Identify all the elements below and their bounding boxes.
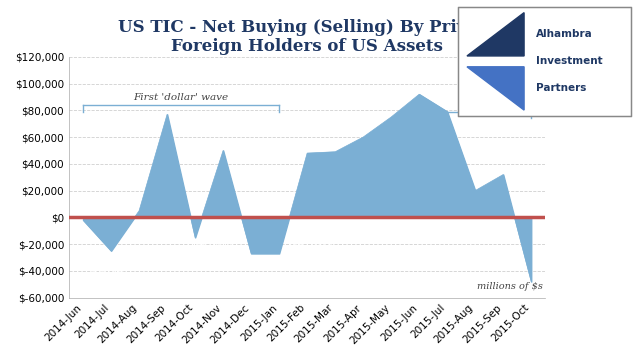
Text: Investment: Investment [536, 56, 603, 66]
Text: Oct 2014: Oct 2014 [187, 242, 235, 251]
Text: Alhambra: Alhambra [536, 29, 593, 39]
Text: Start of the 2nd
July 2015: Start of the 2nd July 2015 [537, 91, 620, 110]
Text: Partners: Partners [536, 83, 587, 93]
Polygon shape [467, 67, 524, 110]
FancyBboxPatch shape [458, 7, 631, 116]
Polygon shape [467, 13, 524, 56]
Title: US TIC - Net Buying (Selling) By Private
Foreign Holders of US Assets: US TIC - Net Buying (Selling) By Private… [119, 19, 496, 55]
Text: millions of $s: millions of $s [476, 282, 542, 291]
Text: Jan 2015: Jan 2015 [288, 242, 334, 251]
Text: June 2014
'dollar': June 2014 'dollar' [88, 258, 142, 278]
Text: First 'dollar' wave: First 'dollar' wave [133, 93, 229, 102]
